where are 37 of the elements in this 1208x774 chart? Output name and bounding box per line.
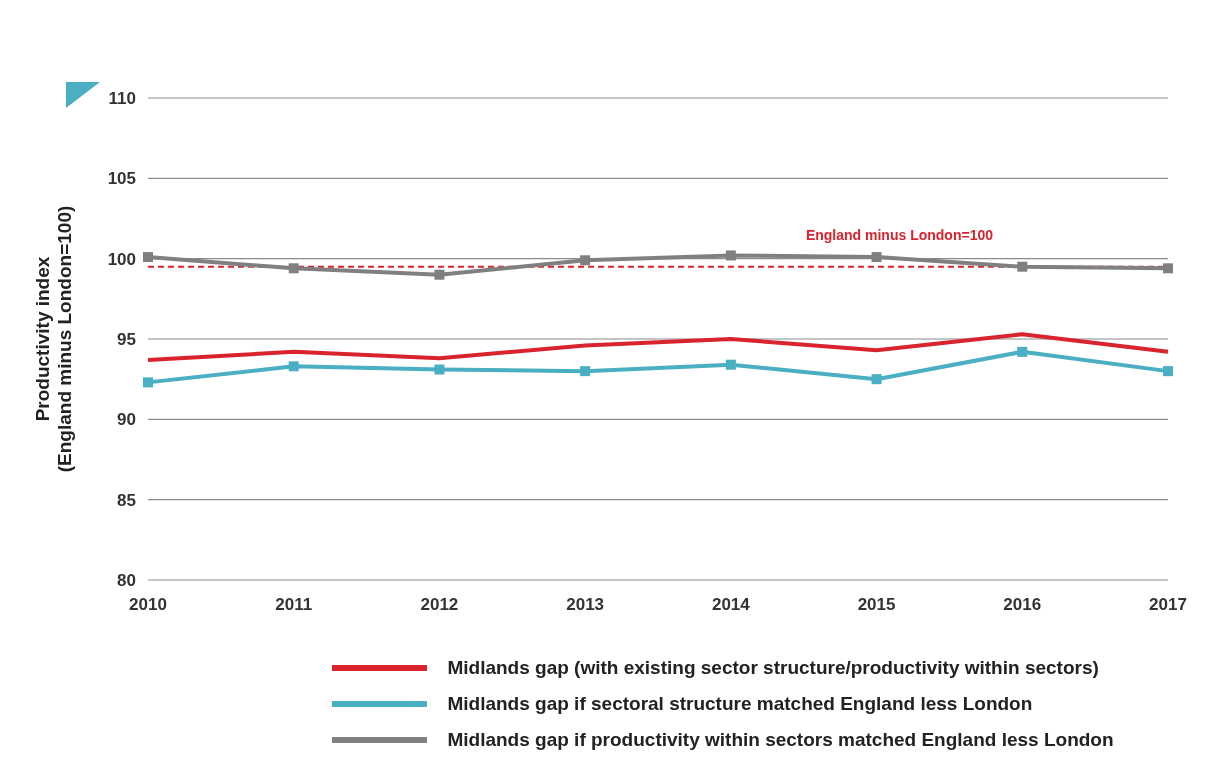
point xyxy=(1017,261,1028,272)
point xyxy=(725,359,736,370)
x-tick-label: 2013 xyxy=(566,595,605,615)
legend-label: Midlands gap if productivity within sectors matched England less London xyxy=(447,729,1114,751)
y-tick-label: 85 xyxy=(117,490,136,510)
ref-line-label: England minus London=100 xyxy=(805,226,994,243)
y-tick-label: 90 xyxy=(117,410,136,430)
point xyxy=(1163,366,1173,377)
point xyxy=(580,366,591,377)
line-series xyxy=(146,332,1170,362)
y-tick-label: 100 xyxy=(107,249,136,269)
point xyxy=(288,361,299,372)
x-tick-label: 2014 xyxy=(711,595,751,615)
y-axis-title: Productivity index (England minus London=100) xyxy=(32,205,75,473)
y-tick-label: 105 xyxy=(107,169,136,189)
legend-label: Midlands gap if sectoral structure matched England less London xyxy=(447,693,1033,715)
point xyxy=(580,255,591,266)
point xyxy=(143,377,153,388)
point xyxy=(871,252,882,263)
x-tick-label: 2011 xyxy=(275,595,313,615)
point xyxy=(434,269,445,280)
y-tick-label: 80 xyxy=(117,571,136,591)
x-tick-label: 2015 xyxy=(857,595,896,615)
y-tick-label: 110 xyxy=(108,89,136,109)
point xyxy=(725,250,736,261)
point xyxy=(434,364,445,375)
x-tick-label: 2017 xyxy=(1149,595,1187,615)
x-tick-label: 2012 xyxy=(420,595,459,615)
x-tick-label: 2010 xyxy=(129,595,167,615)
legend-label: Midlands gap (with existing sector structure/productivity within sectors) xyxy=(447,657,1099,679)
x-tick-label: 2016 xyxy=(1003,595,1042,615)
point xyxy=(1017,346,1028,357)
point xyxy=(871,374,882,385)
point xyxy=(1163,263,1173,274)
y-tick-label: 95 xyxy=(117,330,136,350)
point xyxy=(288,263,299,274)
point xyxy=(143,252,153,263)
